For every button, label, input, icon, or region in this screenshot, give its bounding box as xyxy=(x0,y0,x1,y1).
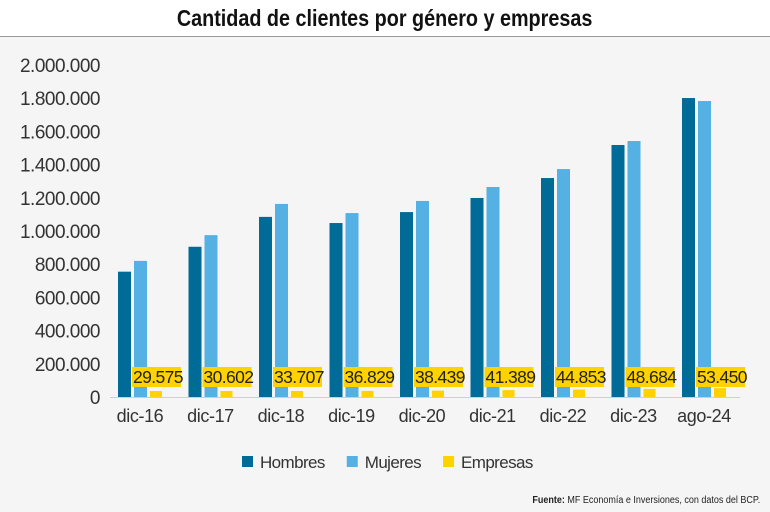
bar-empresas xyxy=(220,391,233,397)
x-tick-label: dic-19 xyxy=(328,406,375,426)
data-label-bg xyxy=(696,367,745,387)
legend-label-empresas: Empresas xyxy=(461,453,533,472)
data-label-bg xyxy=(484,367,534,387)
bar-empresas xyxy=(432,390,444,397)
source-note: Fuente: MF Economía e Inversiones, con d… xyxy=(532,495,760,506)
bar-mujeres xyxy=(557,169,570,397)
data-label: 36.829 xyxy=(345,367,395,387)
data-label-bg xyxy=(273,367,322,387)
bar-mujeres xyxy=(698,101,711,397)
data-label: 41.389 xyxy=(486,367,536,387)
bar-hombres xyxy=(611,145,625,397)
bar-empresas xyxy=(714,388,726,397)
x-tick-label: dic-18 xyxy=(258,406,305,426)
x-tick-label: ago-24 xyxy=(677,406,731,426)
bar-hombres xyxy=(118,271,131,397)
bar-mujeres xyxy=(345,213,359,397)
bar-empresas xyxy=(150,391,162,397)
legend-swatch-hombres xyxy=(242,456,253,467)
y-tick-label: 1.400.000 xyxy=(20,156,100,177)
source-label: Fuente: xyxy=(532,495,565,506)
bar-mujeres xyxy=(486,187,500,397)
bar-mujeres xyxy=(134,260,147,397)
bar-hombres xyxy=(259,216,272,397)
data-label: 53.450 xyxy=(697,367,748,387)
y-tick-label: 400.000 xyxy=(35,322,100,343)
y-tick-label: 200.000 xyxy=(35,355,100,376)
source-text: MF Economía e Inversiones, con datos del… xyxy=(564,495,760,506)
y-tick-label: 2.000.000 xyxy=(20,56,100,77)
data-label: 30.602 xyxy=(204,367,254,387)
data-label-bg xyxy=(414,367,463,387)
bar-hombres xyxy=(470,197,484,397)
legend-label-hombres: Hombres xyxy=(260,453,325,472)
data-label: 33.707 xyxy=(274,367,324,387)
x-tick-label: dic-17 xyxy=(187,406,234,426)
data-label-bg xyxy=(343,367,393,387)
data-label-bg xyxy=(625,367,675,387)
bar-hombres xyxy=(329,223,343,397)
bar-empresas xyxy=(502,390,515,397)
legend-swatch-mujeres xyxy=(346,456,358,467)
bar-hombres xyxy=(682,98,695,397)
bar-hombres xyxy=(400,212,413,397)
legend-label-mujeres: Mujeres xyxy=(365,453,421,472)
y-tick-label: 1.600.000 xyxy=(20,122,100,143)
bar-empresas xyxy=(643,388,656,397)
bar-empresas xyxy=(573,389,585,397)
data-label: 48.684 xyxy=(627,367,678,387)
legend-swatch-empresas xyxy=(443,456,455,467)
x-tick-label: dic-20 xyxy=(399,406,446,426)
data-label-bg xyxy=(555,367,604,387)
x-tick-label: dic-21 xyxy=(469,406,516,426)
bar-mujeres xyxy=(275,203,288,397)
title-bar: Cantidad de clientes por género y empres… xyxy=(0,0,770,37)
y-tick-label: 800.000 xyxy=(35,255,100,276)
y-tick-label: 1.800.000 xyxy=(20,89,100,110)
chart-title: Cantidad de clientes por género y empres… xyxy=(177,5,593,31)
x-tick-label: dic-16 xyxy=(117,406,164,426)
bar-hombres xyxy=(188,246,202,397)
data-label-bg xyxy=(132,367,181,387)
bar-mujeres xyxy=(416,200,429,397)
bar-empresas xyxy=(361,390,374,397)
x-tick-label: dic-23 xyxy=(610,406,657,426)
y-tick-label: 1.000.000 xyxy=(20,222,100,243)
bar-mujeres xyxy=(627,141,641,397)
y-tick-label: 600.000 xyxy=(35,288,100,309)
x-tick-label: dic-22 xyxy=(540,406,587,426)
y-tick-label: 1.200.000 xyxy=(20,189,100,210)
data-label-bg xyxy=(202,367,252,387)
bar-empresas xyxy=(291,391,303,397)
data-label: 38.439 xyxy=(415,367,465,387)
data-label: 29.575 xyxy=(133,367,183,387)
bar-hombres xyxy=(541,178,554,397)
data-label: 44.853 xyxy=(556,367,606,387)
y-tick-label: 0 xyxy=(90,388,100,409)
bar-mujeres xyxy=(204,235,218,397)
